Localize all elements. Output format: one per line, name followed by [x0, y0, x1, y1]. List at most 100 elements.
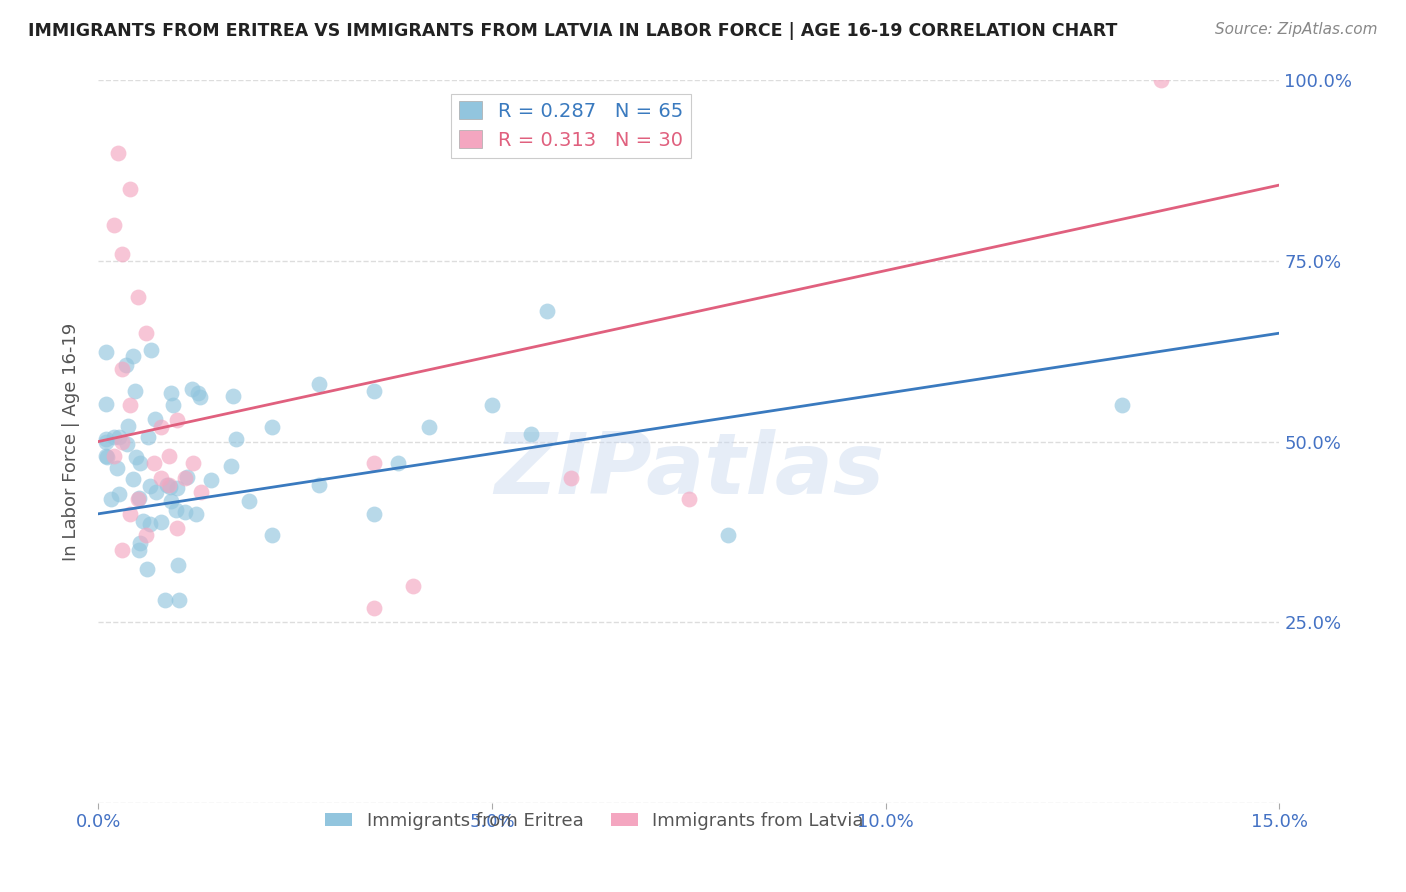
- Point: [1150, 73, 1173, 87]
- Point: [143, 412, 166, 426]
- Point: [117, 419, 139, 434]
- Point: [139, 478, 162, 492]
- Point: [105, 461, 128, 475]
- Point: [125, 450, 148, 464]
- Point: [107, 430, 129, 444]
- Point: [187, 385, 209, 400]
- Point: [135, 326, 157, 340]
- Point: [159, 480, 181, 494]
- Point: [111, 434, 134, 449]
- Point: [717, 528, 740, 542]
- Point: [128, 536, 150, 550]
- Point: [153, 593, 176, 607]
- Point: [186, 507, 208, 521]
- Point: [103, 430, 125, 444]
- Point: [114, 358, 136, 372]
- Y-axis label: In Labor Force | Age 16-19: In Labor Force | Age 16-19: [62, 322, 80, 561]
- Point: [238, 493, 260, 508]
- Point: [162, 397, 184, 411]
- Text: ZIPatlas: ZIPatlas: [494, 429, 884, 512]
- Point: [167, 593, 190, 607]
- Point: [122, 350, 145, 364]
- Text: Source: ZipAtlas.com: Source: ZipAtlas.com: [1215, 22, 1378, 37]
- Point: [111, 246, 134, 260]
- Point: [100, 492, 122, 507]
- Point: [166, 558, 188, 573]
- Point: [190, 485, 212, 500]
- Point: [103, 218, 125, 232]
- Point: [166, 521, 188, 535]
- Point: [363, 600, 385, 615]
- Point: [96, 434, 118, 449]
- Point: [128, 491, 150, 505]
- Text: IMMIGRANTS FROM ERITREA VS IMMIGRANTS FROM LATVIA IN LABOR FORCE | AGE 16-19 COR: IMMIGRANTS FROM ERITREA VS IMMIGRANTS FR…: [28, 22, 1118, 40]
- Point: [363, 507, 385, 521]
- Point: [387, 456, 409, 470]
- Point: [96, 433, 118, 447]
- Point: [139, 343, 162, 358]
- Point: [118, 398, 141, 412]
- Point: [127, 492, 149, 507]
- Point: [160, 494, 183, 508]
- Point: [363, 384, 385, 398]
- Point: [166, 481, 188, 495]
- Point: [308, 478, 330, 492]
- Point: [159, 386, 181, 401]
- Point: [96, 449, 118, 463]
- Point: [96, 397, 118, 411]
- Point: [536, 304, 558, 318]
- Point: [103, 449, 125, 463]
- Point: [128, 542, 150, 557]
- Point: [560, 470, 582, 484]
- Point: [363, 456, 385, 470]
- Point: [181, 456, 204, 470]
- Point: [1111, 398, 1133, 412]
- Point: [157, 478, 180, 492]
- Point: [678, 492, 700, 507]
- Point: [418, 420, 440, 434]
- Point: [402, 579, 425, 593]
- Point: [111, 362, 134, 376]
- Point: [176, 469, 198, 483]
- Point: [219, 458, 242, 473]
- Point: [149, 515, 172, 529]
- Point: [520, 427, 543, 442]
- Point: [117, 437, 139, 451]
- Point: [481, 398, 503, 412]
- Point: [200, 473, 222, 487]
- Point: [174, 470, 197, 484]
- Point: [128, 456, 150, 470]
- Point: [165, 503, 187, 517]
- Point: [122, 472, 145, 486]
- Point: [111, 542, 134, 557]
- Point: [96, 345, 118, 359]
- Point: [139, 516, 162, 531]
- Point: [142, 456, 165, 470]
- Point: [118, 507, 141, 521]
- Point: [157, 449, 180, 463]
- Point: [308, 376, 330, 391]
- Point: [107, 486, 129, 500]
- Point: [124, 384, 146, 398]
- Point: [118, 182, 141, 196]
- Point: [136, 562, 159, 576]
- Legend: Immigrants from Eritrea, Immigrants from Latvia: Immigrants from Eritrea, Immigrants from…: [318, 805, 870, 837]
- Point: [260, 528, 283, 542]
- Point: [136, 430, 159, 444]
- Point: [166, 413, 188, 427]
- Point: [173, 505, 195, 519]
- Point: [225, 432, 247, 446]
- Point: [150, 470, 173, 484]
- Point: [188, 390, 211, 404]
- Point: [127, 290, 149, 304]
- Point: [96, 450, 118, 464]
- Point: [135, 528, 157, 542]
- Point: [156, 478, 179, 492]
- Point: [132, 514, 155, 528]
- Point: [107, 145, 129, 160]
- Point: [145, 484, 167, 499]
- Point: [222, 389, 245, 403]
- Point: [181, 382, 204, 396]
- Point: [260, 420, 283, 434]
- Point: [150, 420, 173, 434]
